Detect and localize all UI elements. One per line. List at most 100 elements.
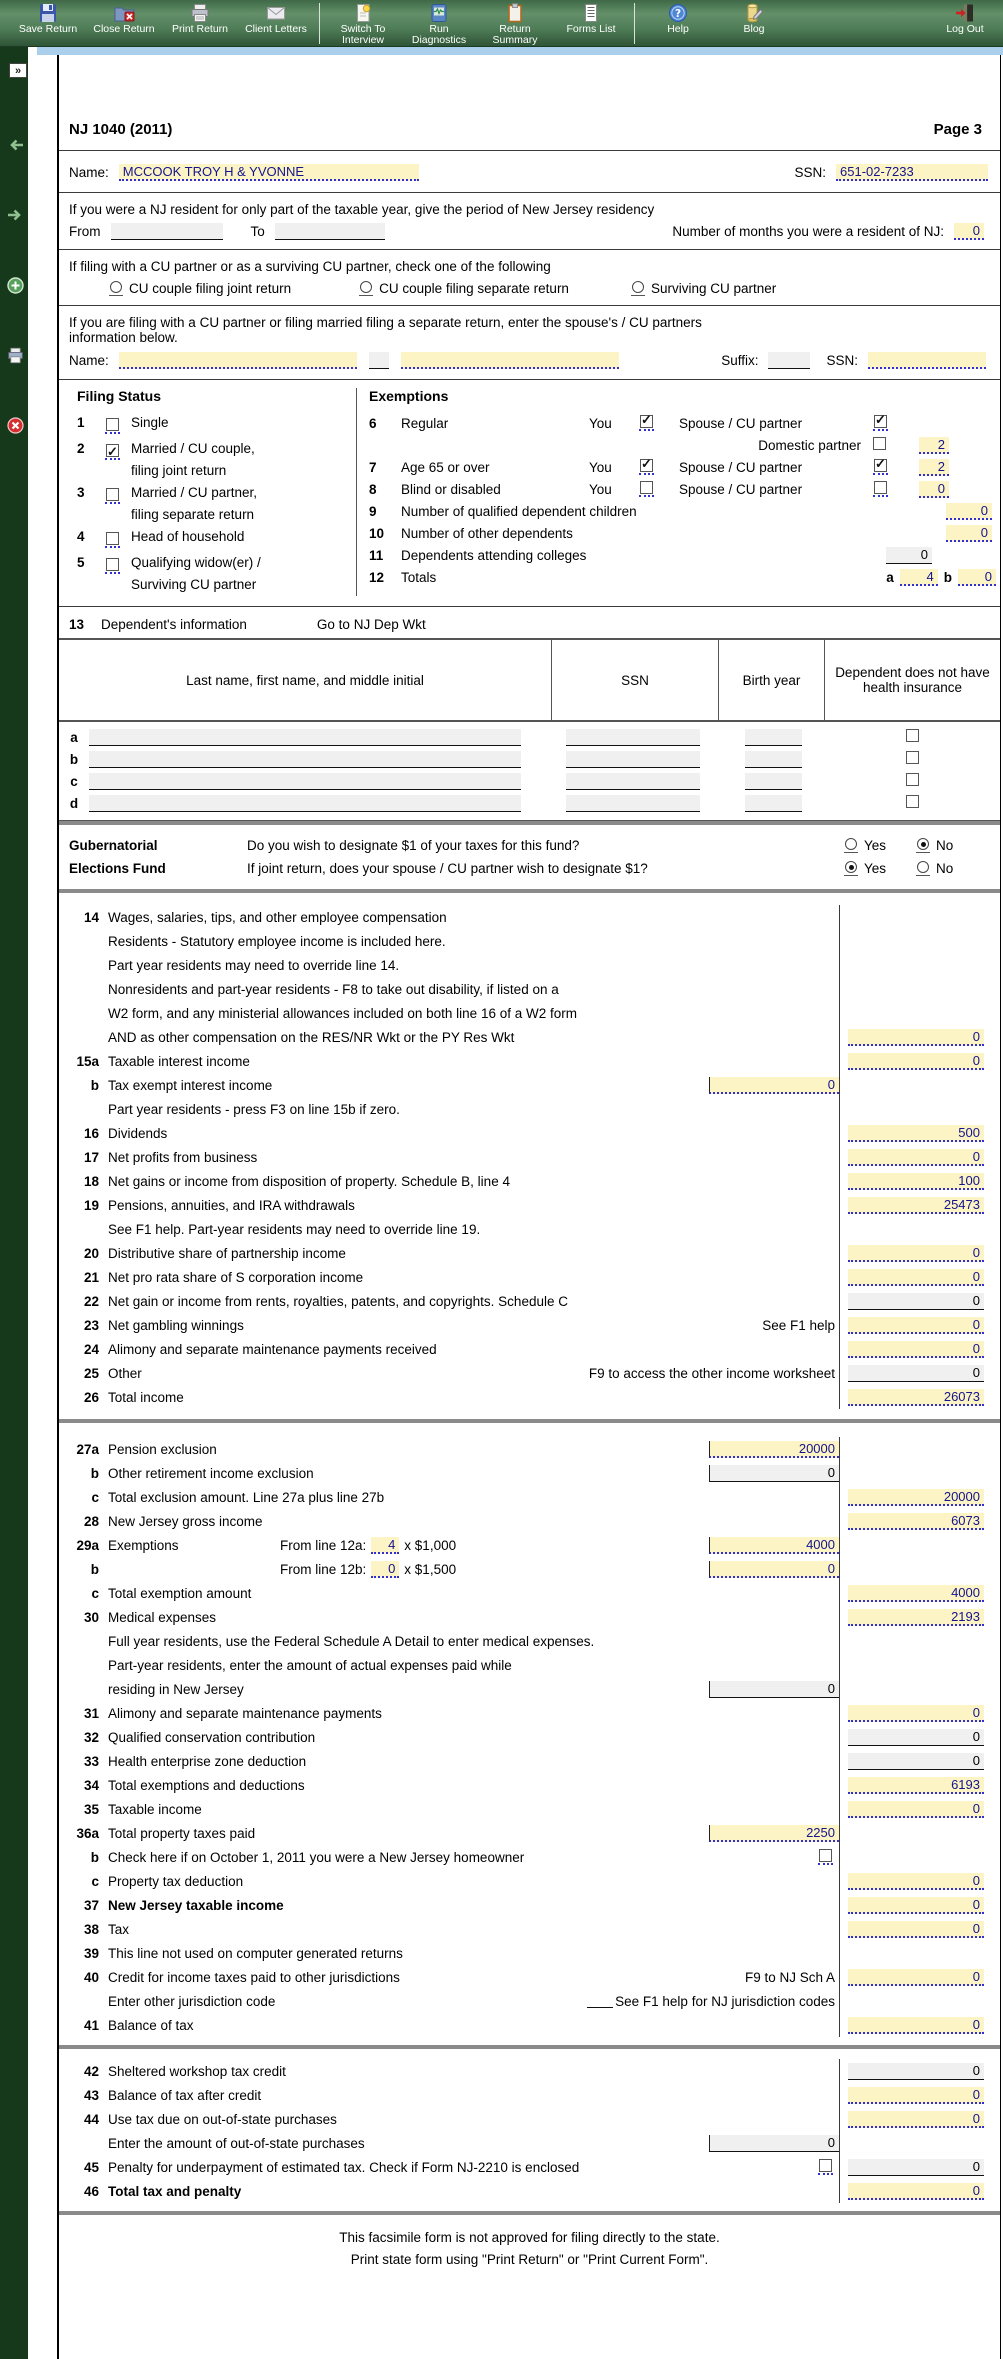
- line-b-checkbox[interactable]: [819, 1849, 832, 1862]
- expand-panel-tab[interactable]: »: [9, 63, 27, 78]
- line-b-detail-field[interactable]: 0: [709, 1076, 839, 1094]
- return-summary-button[interactable]: Return Summary: [477, 2, 553, 46]
- blind-you-checkbox[interactable]: [640, 481, 653, 494]
- dependent-name-field[interactable]: [89, 728, 521, 746]
- filing-status-4-checkbox[interactable]: [106, 532, 119, 545]
- line-26-amount-field[interactable]: 26073: [848, 1388, 984, 1406]
- line-22-amount-field[interactable]: 0: [848, 1292, 984, 1310]
- cu-separate-radio[interactable]: [360, 281, 373, 293]
- line-29a-count-field[interactable]: 4: [371, 1536, 400, 1554]
- line-24-amount-field[interactable]: 0: [848, 1340, 984, 1358]
- q2-no-radio[interactable]: [917, 861, 929, 873]
- dependent-ssn-field[interactable]: [566, 772, 700, 790]
- other-dependents-field[interactable]: 0: [946, 524, 992, 542]
- age65-you-checkbox[interactable]: [640, 456, 653, 472]
- dependent-ssn-field[interactable]: [566, 750, 700, 768]
- forms-list-button[interactable]: Forms List: [553, 2, 629, 35]
- taxpayer-ssn-field[interactable]: 651-02-7233: [836, 164, 988, 181]
- line-45-checkbox[interactable]: [819, 2159, 832, 2172]
- dependent-birth-year-field[interactable]: [745, 794, 802, 812]
- spouse-suffix-field[interactable]: [768, 352, 811, 369]
- line-31-amount-field[interactable]: 0: [848, 1704, 984, 1722]
- line-c-amount-field[interactable]: 4000: [848, 1584, 984, 1602]
- dependent-no-insurance-checkbox[interactable]: [906, 751, 919, 764]
- line-46-amount-field[interactable]: 0: [848, 2182, 984, 2200]
- line-33-amount-field[interactable]: 0: [848, 1752, 984, 1770]
- close-return-button[interactable]: Close Return: [86, 2, 162, 35]
- line-5-amount-field[interactable]: 0: [848, 1028, 984, 1046]
- cu-joint-radio[interactable]: [110, 281, 122, 293]
- dependent-no-insurance-checkbox[interactable]: [906, 729, 919, 742]
- residency-to-field[interactable]: [274, 223, 385, 240]
- taxpayer-name-field[interactable]: MCCOOK TROY H & YVONNE: [118, 164, 419, 181]
- dep-worksheet-link[interactable]: Go to NJ Dep Wkt: [316, 617, 426, 632]
- close-form-icon[interactable]: [6, 416, 25, 434]
- line-45-amount-field[interactable]: 0: [848, 2158, 984, 2176]
- q1-no-radio[interactable]: [917, 838, 929, 850]
- line-b-count-field[interactable]: 0: [371, 1560, 400, 1578]
- totals-a-field[interactable]: 4: [899, 568, 938, 586]
- line-35-amount-field[interactable]: 0: [848, 1800, 984, 1818]
- line-25-amount-field[interactable]: 0: [848, 1364, 984, 1382]
- back-arrow-icon[interactable]: [6, 136, 25, 154]
- line-20-amount-field[interactable]: 0: [848, 1244, 984, 1262]
- line-3-detail-field[interactable]: 0: [709, 2134, 839, 2152]
- spouse-last-name-field[interactable]: [118, 352, 357, 369]
- dependent-name-field[interactable]: [89, 772, 521, 790]
- line-43-amount-field[interactable]: 0: [848, 2086, 984, 2104]
- line-44-amount-field[interactable]: 0: [848, 2110, 984, 2128]
- regular-you-checkbox[interactable]: [640, 412, 653, 428]
- filing-status-1-checkbox[interactable]: [106, 418, 119, 431]
- jurisdiction-code-field[interactable]: [587, 1994, 614, 2008]
- line-38-amount-field[interactable]: 0: [848, 1920, 984, 1938]
- line-32-amount-field[interactable]: 0: [848, 1728, 984, 1746]
- cu-surviving-radio[interactable]: [631, 281, 644, 293]
- regular-count-field[interactable]: 2: [919, 436, 949, 454]
- line-40-amount-field[interactable]: 0: [848, 1968, 984, 1986]
- months-resident-field[interactable]: 0: [954, 223, 984, 240]
- spouse-first-name-field[interactable]: [400, 352, 619, 369]
- line-30-amount-field[interactable]: 2193: [848, 1608, 984, 1626]
- log-out-button[interactable]: Log Out: [933, 2, 997, 35]
- dependent-name-field[interactable]: [89, 794, 521, 812]
- filing-status-3-checkbox[interactable]: [106, 488, 119, 501]
- spouse-middle-initial-field[interactable]: [368, 352, 389, 369]
- line-41-amount-field[interactable]: 0: [848, 2016, 984, 2034]
- dependent-name-field[interactable]: [89, 750, 521, 768]
- line-21-amount-field[interactable]: 0: [848, 1268, 984, 1286]
- line-27a-detail-field[interactable]: 20000: [709, 1440, 839, 1458]
- attending-colleges-field[interactable]: 0: [886, 546, 932, 564]
- client-letters-button[interactable]: Client Letters: [238, 2, 314, 35]
- print-return-button[interactable]: Print Return: [162, 2, 238, 35]
- line-c-amount-field[interactable]: 0: [848, 1872, 984, 1890]
- line-15a-amount-field[interactable]: 0: [848, 1052, 984, 1070]
- age65-spouse-checkbox[interactable]: [874, 456, 887, 472]
- line-23-amount-field[interactable]: 0: [848, 1316, 984, 1334]
- line-b-detail-field[interactable]: 0: [709, 1464, 839, 1482]
- help-button[interactable]: ? Help: [640, 2, 716, 35]
- dependent-birth-year-field[interactable]: [745, 728, 802, 746]
- save-return-button[interactable]: Save Return: [10, 2, 86, 35]
- line-c-amount-field[interactable]: 20000: [848, 1488, 984, 1506]
- dependent-birth-year-field[interactable]: [745, 772, 802, 790]
- regular-spouse-checkbox[interactable]: [874, 412, 887, 428]
- age65-count-field[interactable]: 2: [919, 458, 949, 476]
- line-37-amount-field[interactable]: 0: [848, 1896, 984, 1914]
- q1-yes-radio[interactable]: [845, 838, 857, 850]
- line-18-amount-field[interactable]: 100: [848, 1172, 984, 1190]
- blind-count-field[interactable]: 0: [919, 480, 949, 498]
- dependent-ssn-field[interactable]: [566, 794, 700, 812]
- add-form-icon[interactable]: [6, 276, 25, 294]
- dependent-no-insurance-checkbox[interactable]: [906, 795, 919, 808]
- line-42-amount-field[interactable]: 0: [848, 2062, 984, 2080]
- dependent-no-insurance-checkbox[interactable]: [906, 773, 919, 786]
- line-10-detail-field[interactable]: 0: [709, 1680, 839, 1698]
- line-36a-detail-field[interactable]: 2250: [709, 1824, 839, 1842]
- residency-from-field[interactable]: [110, 223, 223, 240]
- print-form-icon[interactable]: [6, 346, 25, 364]
- domestic-partner-checkbox[interactable]: [873, 437, 886, 450]
- line-19-amount-field[interactable]: 25473: [848, 1196, 984, 1214]
- filing-status-5-checkbox[interactable]: [106, 558, 119, 571]
- q2-yes-radio[interactable]: [845, 861, 857, 873]
- totals-b-field[interactable]: 0: [958, 568, 996, 586]
